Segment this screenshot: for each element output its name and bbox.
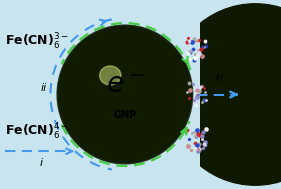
Ellipse shape bbox=[174, 11, 281, 178]
Ellipse shape bbox=[100, 66, 121, 85]
Ellipse shape bbox=[243, 82, 268, 107]
Ellipse shape bbox=[251, 90, 260, 99]
Text: GNP: GNP bbox=[113, 110, 137, 120]
Ellipse shape bbox=[102, 71, 148, 118]
Ellipse shape bbox=[82, 50, 168, 139]
Ellipse shape bbox=[230, 69, 280, 120]
Ellipse shape bbox=[183, 20, 281, 169]
Ellipse shape bbox=[57, 25, 193, 164]
Text: iii: iii bbox=[215, 73, 224, 83]
Ellipse shape bbox=[120, 90, 130, 99]
Ellipse shape bbox=[113, 82, 137, 107]
Ellipse shape bbox=[217, 56, 281, 133]
Text: $e^-$: $e^-$ bbox=[106, 72, 144, 98]
Ellipse shape bbox=[92, 60, 158, 129]
Ellipse shape bbox=[167, 4, 281, 185]
Text: Fe(CN)$_6^{3-}$: Fe(CN)$_6^{3-}$ bbox=[6, 32, 69, 52]
Ellipse shape bbox=[73, 41, 177, 148]
Ellipse shape bbox=[58, 26, 191, 163]
Ellipse shape bbox=[193, 31, 281, 158]
Text: Fe(CN)$_6^{4-}$: Fe(CN)$_6^{4-}$ bbox=[6, 122, 69, 142]
Text: i: i bbox=[40, 158, 43, 168]
Ellipse shape bbox=[65, 33, 185, 156]
Text: ii: ii bbox=[41, 83, 47, 93]
Ellipse shape bbox=[205, 43, 281, 146]
